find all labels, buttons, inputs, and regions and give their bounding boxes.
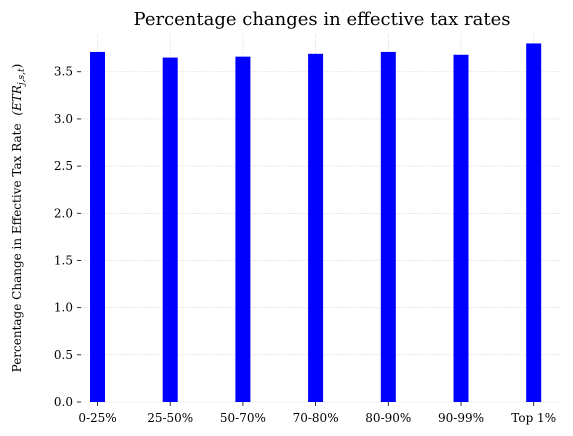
- y-axis-label-math-base: (ETR: [10, 85, 24, 115]
- y-tick-label: 3.5: [54, 65, 73, 79]
- y-tick-label: 0.0: [54, 395, 73, 409]
- y-axis-label-math-close: ): [10, 64, 24, 69]
- x-tick-label: 50-70%: [220, 411, 266, 425]
- x-tick-label: Top 1%: [511, 411, 556, 425]
- x-tick-label: 90-99%: [438, 411, 484, 425]
- bar-25-50: [162, 57, 178, 402]
- y-axis-label-text: Percentage Change in Effective Tax Rate: [10, 123, 24, 372]
- y-axis-label-math-subscript: j,s,t: [17, 68, 27, 87]
- y-tick-label: 2.5: [54, 159, 73, 173]
- y-axis-label: Percentage Change in Effective Tax Rate …: [10, 64, 27, 373]
- y-axis-label-math: (ETRj,s,t): [10, 64, 27, 116]
- x-tick-label: 80-90%: [365, 411, 411, 425]
- bars-layer: [90, 43, 542, 403]
- y-tick-label: 0.5: [54, 348, 73, 362]
- x-tick-label: 0-25%: [78, 411, 116, 425]
- x-ticks-layer: 0-25% 25-50% 50-70% 70-80% 80-90% 90-99% Top 1…: [78, 402, 556, 425]
- bar-70-80: [308, 53, 324, 403]
- y-tick-label: 1.0: [54, 301, 73, 315]
- bar-80-90: [380, 51, 396, 403]
- bar-90-99: [453, 54, 469, 403]
- y-tick-label: 1.5: [54, 253, 73, 267]
- x-tick-label: 25-50%: [147, 411, 193, 425]
- y-ticks-layer: 0.0 0.5 1.0 1.5 2.0 2.5 3.0 3.5: [54, 65, 81, 409]
- bar-top-1: [526, 43, 542, 402]
- bar-0-25: [90, 51, 105, 403]
- svg-text:Percentage Change in Effective: Percentage Change in Effective Tax Rate …: [10, 64, 27, 373]
- chart-title: Percentage changes in effective tax rate…: [134, 9, 511, 30]
- y-tick-label: 3.0: [54, 112, 73, 126]
- y-tick-label: 2.0: [54, 206, 73, 220]
- x-tick-label: 70-80%: [293, 411, 339, 425]
- bar-50-70: [235, 56, 251, 403]
